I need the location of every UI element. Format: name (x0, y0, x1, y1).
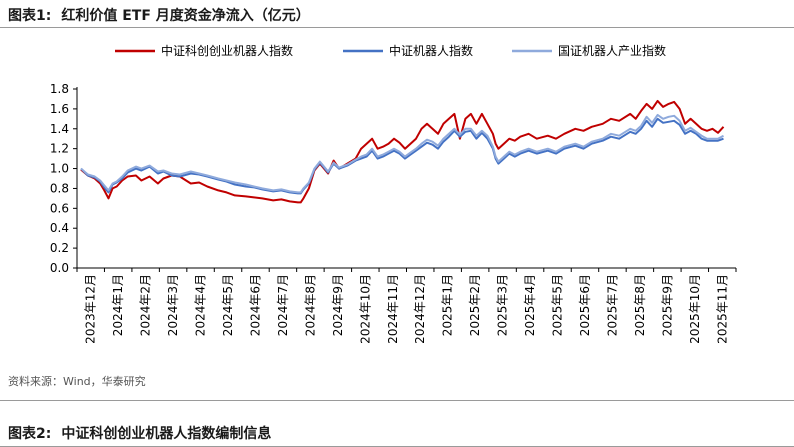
y-tick-label: 0.4 (50, 221, 69, 235)
x-tick-label: 2025年11月 (715, 274, 729, 344)
legend-label-3: 国证机器人产业指数 (558, 43, 666, 58)
figure-1-title: 图表1: 红利价值 ETF 月度资金净流入（亿元） (8, 5, 310, 25)
x-tick-label: 2025年10月 (688, 274, 702, 344)
x-tick-label: 2024年8月 (303, 274, 317, 336)
series-lines (80, 99, 725, 204)
x-tick-label: 2024年2月 (139, 274, 153, 336)
x-tick-label: 2024年3月 (166, 274, 180, 336)
bottom-rule (0, 400, 794, 401)
x-tick-label: 2025年2月 (468, 274, 482, 336)
top-rule (0, 27, 794, 28)
x-tick-label: 2024年7月 (276, 274, 290, 336)
y-tick-label: 0.6 (50, 201, 69, 215)
x-tick-label: 2025年9月 (660, 274, 674, 336)
series-line-3 (80, 113, 724, 194)
x-tick-label: 2024年4月 (194, 274, 208, 336)
x-tick-label: 2024年1月 (111, 274, 125, 336)
legend-label-2: 中证机器人指数 (389, 43, 473, 58)
figure-1-number: 图表1: (8, 8, 52, 24)
figure-1-caption: 红利价值 ETF 月度资金净流入（亿元） (61, 8, 310, 24)
legend-label-1: 中证科创创业机器人指数 (161, 43, 293, 58)
y-tick-label: 0.2 (50, 241, 69, 255)
x-tick-label: 2024年11月 (386, 274, 400, 344)
x-tick-label: 2024年5月 (221, 274, 235, 336)
figure-2-title: 图表2: 中证科创创业机器人指数编制信息 (8, 423, 271, 443)
y-tick-label: 1.8 (50, 82, 69, 96)
x-axis: 2023年12月 2024年1月 2024年2月 2024年3月 2024年4月 2024… (76, 267, 737, 344)
x-tick-label: 2025年7月 (605, 274, 619, 336)
x-tick-label: 2025年1月 (441, 274, 455, 336)
x-tick-label: 2023年12月 (84, 274, 98, 344)
x-tick-label: 2025年4月 (523, 274, 537, 336)
source-note: 资料来源：Wind，华泰研究 (8, 375, 146, 388)
y-axis: 0.0 0.2 0.4 0.6 0.8 1.0 1.2 1.4 1.6 1.8 (50, 82, 78, 275)
figure-2-number: 图表2: (8, 426, 52, 442)
x-tick-label: 2025年6月 (578, 274, 592, 336)
y-tick-label: 0.0 (50, 261, 69, 275)
x-tick-label: 2024年10月 (358, 274, 372, 344)
x-tick-label: 2024年12月 (413, 274, 427, 344)
y-tick-label: 1.0 (50, 162, 69, 176)
chart-legend: 中证科创创业机器人指数 中证机器人指数 国证机器人产业指数 (115, 43, 666, 58)
x-tick-label: 2025年3月 (496, 274, 510, 336)
series-line-2 (80, 117, 724, 195)
x-tick-label: 2025年5月 (551, 274, 565, 336)
x-tick-label: 2024年9月 (331, 274, 345, 336)
y-tick-label: 1.6 (50, 102, 69, 116)
figure-2-caption: 中证科创创业机器人指数编制信息 (61, 426, 272, 442)
y-tick-label: 0.8 (50, 181, 69, 195)
line-chart: 中证科创创业机器人指数 中证机器人指数 国证机器人产业指数 0.0 0.2 0.4 0.6… (50, 43, 737, 344)
y-tick-label: 1.2 (50, 142, 69, 156)
x-tick-label: 2024年6月 (248, 274, 262, 336)
y-tick-label: 1.4 (50, 122, 69, 136)
x-tick-label: 2025年8月 (633, 274, 647, 336)
series-line-1 (80, 99, 725, 204)
